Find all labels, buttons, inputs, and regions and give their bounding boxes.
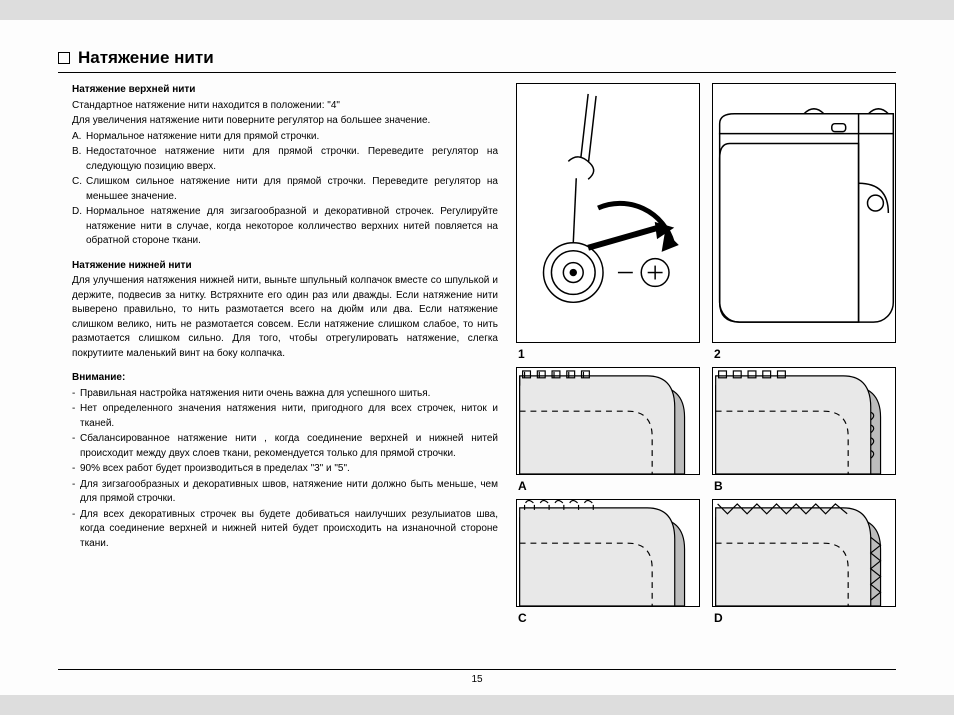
page-number: 15 bbox=[471, 674, 482, 685]
figure-2: 2 bbox=[712, 83, 896, 367]
figure-row-top: 1 bbox=[516, 83, 896, 367]
note-item: -Для зигзагообразных и декоративных швов… bbox=[72, 478, 498, 507]
note-text-0: Правильная настройка натяжения нити очен… bbox=[80, 387, 498, 402]
upper-item-c: C.Слишком сильное натяжение нити для пря… bbox=[72, 175, 498, 204]
upper-line1: Стандартное натяжение нити находится в п… bbox=[72, 99, 498, 114]
figure-a-box bbox=[516, 367, 700, 475]
stitch-diagram-c bbox=[517, 500, 699, 606]
upper-line2: Для увеличения натяжение нити поверните … bbox=[72, 114, 498, 129]
figure-b: B bbox=[712, 367, 896, 499]
page: Натяжение нити Натяжение верхней нити Ст… bbox=[0, 20, 954, 695]
page-footer: 15 bbox=[58, 669, 896, 685]
upper-item-b: B.Недостаточное натяжение нити для прямо… bbox=[72, 145, 498, 174]
figure-c: C bbox=[516, 499, 700, 631]
figure-a-label: A bbox=[516, 475, 700, 499]
note-item: -Для всех декоративных строчек вы будете… bbox=[72, 508, 498, 552]
note-item: -Сбалансированное натяжение нити , когда… bbox=[72, 432, 498, 461]
figure-column: 1 bbox=[516, 83, 896, 669]
lower-heading: Натяжение нижней нити bbox=[72, 259, 498, 274]
content-area: Натяжение верхней нити Стандартное натяж… bbox=[58, 83, 896, 669]
stitch-diagram-d bbox=[713, 500, 895, 606]
upper-item-d: D.Нормальное натяжение для зигзагообразн… bbox=[72, 205, 498, 249]
figure-row-cd: C bbox=[516, 499, 896, 631]
text-column: Натяжение верхней нити Стандартное натяж… bbox=[58, 83, 498, 669]
lower-body: Для улучшения натяжения нижней нити, вын… bbox=[72, 274, 498, 361]
page-title: Натяжение нити bbox=[78, 48, 214, 68]
note-item: -Нет определенного значения натяжения ни… bbox=[72, 402, 498, 431]
figure-1: 1 bbox=[516, 83, 700, 367]
figure-d: D bbox=[712, 499, 896, 631]
upper-heading: Натяжение верхней нити bbox=[72, 83, 498, 98]
note-text-3: 90% всех работ будет производиться в пре… bbox=[80, 462, 498, 477]
note-text-1: Нет определенного значения натяжения нит… bbox=[80, 402, 498, 431]
upper-d-text: Нормальное натяжение для зигзагообразной… bbox=[86, 205, 498, 249]
upper-item-a: A.Нормальное натяжение нити для прямой с… bbox=[72, 130, 498, 145]
machine-face-illustration bbox=[713, 84, 895, 342]
figure-1-box bbox=[516, 83, 700, 343]
figure-1-label: 1 bbox=[516, 343, 700, 367]
note-item: -Правильная настройка натяжения нити оче… bbox=[72, 387, 498, 402]
figure-2-label: 2 bbox=[712, 343, 896, 367]
stitch-diagram-a bbox=[517, 368, 699, 474]
note-heading: Внимание: bbox=[72, 371, 498, 386]
figure-d-label: D bbox=[712, 607, 896, 631]
figure-c-box bbox=[516, 499, 700, 607]
note-text-2: Сбалансированное натяжение нити , когда … bbox=[80, 432, 498, 461]
figure-b-label: B bbox=[712, 475, 896, 499]
note-text-4: Для зигзагообразных и декоративных швов,… bbox=[80, 478, 498, 507]
note-text-5: Для всех декоративных строчек вы будете … bbox=[80, 508, 498, 552]
upper-a-text: Нормальное натяжение нити для прямой стр… bbox=[86, 130, 498, 145]
page-header: Натяжение нити bbox=[58, 48, 896, 73]
note-item: -90% всех работ будет производиться в пр… bbox=[72, 462, 498, 477]
upper-c-text: Слишком сильное натяжение нити для прямо… bbox=[86, 175, 498, 204]
bobbin-case-illustration bbox=[517, 84, 699, 342]
figure-c-label: C bbox=[516, 607, 700, 631]
figure-d-box bbox=[712, 499, 896, 607]
figure-row-ab: A bbox=[516, 367, 896, 499]
figure-b-box bbox=[712, 367, 896, 475]
header-bullet-icon bbox=[58, 52, 70, 64]
figure-a: A bbox=[516, 367, 700, 499]
upper-b-text: Недостаточное натяжение нити для прямой … bbox=[86, 145, 498, 174]
stitch-diagram-b bbox=[713, 368, 895, 474]
figure-2-box bbox=[712, 83, 896, 343]
